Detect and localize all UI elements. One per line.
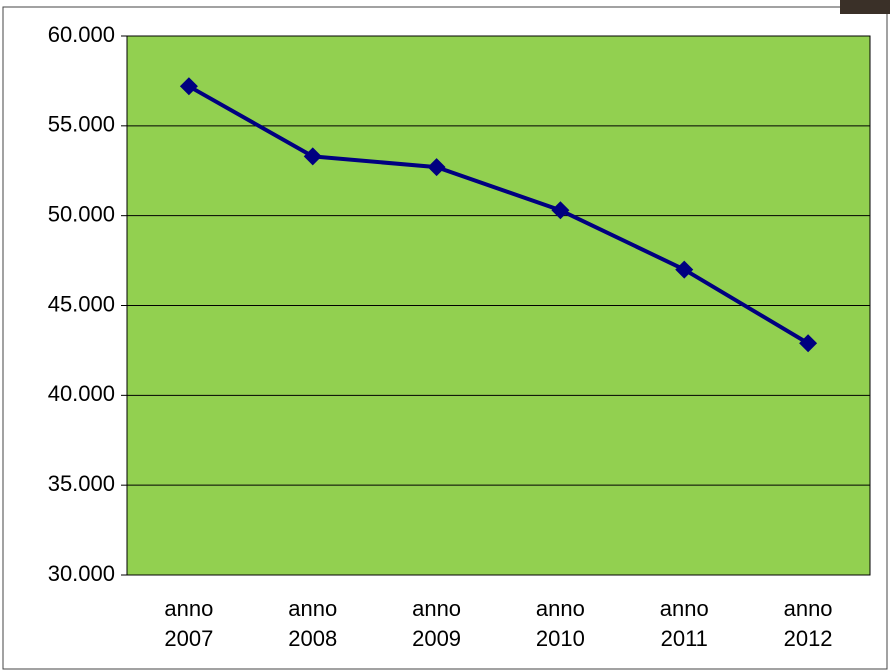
y-tick-label: 50.000 — [48, 201, 115, 226]
y-tick-label: 45.000 — [48, 291, 115, 316]
x-tick-label: anno 2007 — [164, 596, 214, 651]
data-marker — [799, 334, 818, 353]
y-tick-label: 60.000 — [48, 22, 115, 47]
photo-fragment — [840, 0, 890, 14]
y-tick-label: 35.000 — [48, 471, 115, 496]
x-tick-label: anno 2012 — [783, 596, 833, 651]
x-tick-label: anno 2010 — [535, 596, 585, 651]
data-marker — [179, 77, 198, 96]
x-tick-label: anno 2009 — [412, 596, 462, 651]
x-tick-label: anno 2011 — [659, 596, 709, 651]
chart-frame — [2, 6, 888, 670]
y-tick-label: 40.000 — [48, 381, 115, 406]
series-line — [187, 84, 810, 345]
data-marker — [427, 158, 446, 177]
x-tick-label: anno 2008 — [288, 596, 338, 651]
y-tick-label: 30.000 — [48, 561, 115, 586]
y-tick-label: 55.000 — [48, 112, 115, 137]
data-marker — [551, 201, 570, 220]
data-marker — [675, 260, 694, 279]
data-marker — [303, 147, 322, 166]
